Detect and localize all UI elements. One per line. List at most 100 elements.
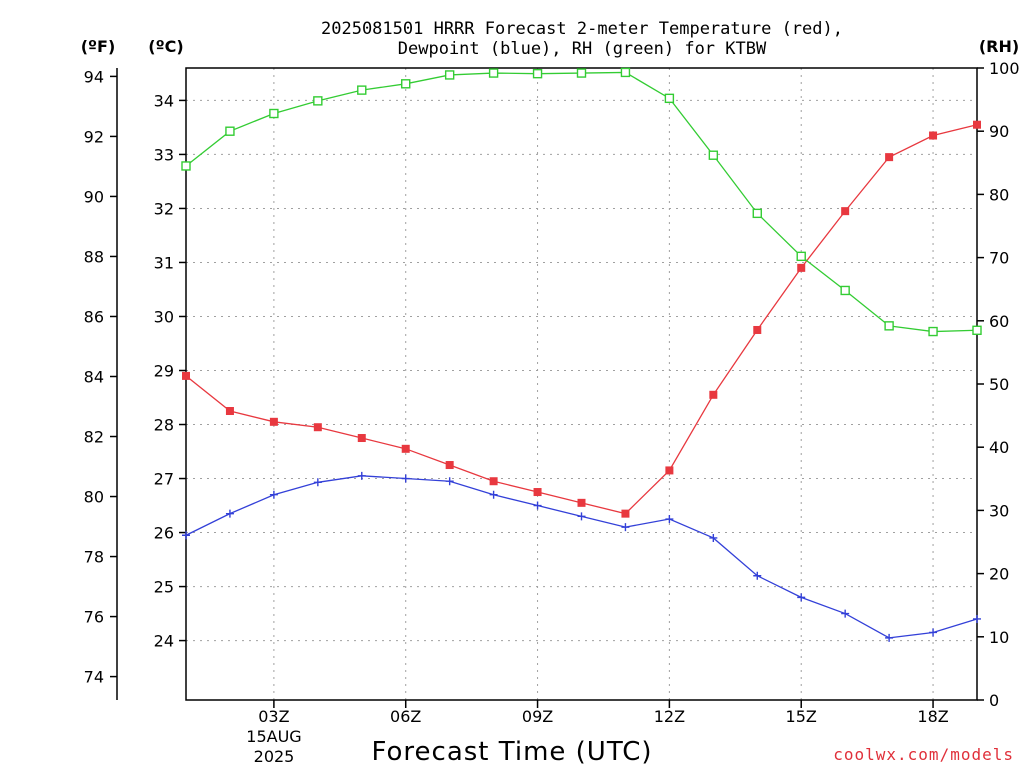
rh-point <box>488 68 499 78</box>
date-label-year: 2025 <box>254 747 295 766</box>
chart-title-line1: 2025081501 HRRR Forecast 2-meter Tempera… <box>321 19 843 39</box>
rh-tick-label: 70 <box>989 249 1009 268</box>
celsius-tick-label: 29 <box>154 361 174 380</box>
dewpoint-point <box>621 523 630 532</box>
temperature-point <box>401 444 410 453</box>
dewpoint-point <box>225 509 234 518</box>
dewpoint-point <box>357 471 366 480</box>
date-label-day: 15AUG <box>246 727 301 746</box>
rh-tick-label: 20 <box>989 565 1009 584</box>
rh-point <box>313 96 323 106</box>
rh-point <box>576 68 587 78</box>
x-tick-label: 18Z <box>917 707 948 726</box>
temperature-point <box>313 423 322 432</box>
fahrenheit-tick-label: 86 <box>84 307 104 326</box>
source-credit: coolwx.com/models <box>833 745 1014 764</box>
temperature-point <box>182 371 190 380</box>
plot-frame <box>185 67 978 701</box>
temperature-point <box>929 131 938 140</box>
x-tick-label: 06Z <box>390 707 421 726</box>
dewpoint-point <box>709 533 718 542</box>
rh-tick-label: 80 <box>989 185 1009 204</box>
dewpoint-point <box>533 501 542 510</box>
temperature-point <box>797 263 806 272</box>
temperature-point <box>973 120 981 129</box>
rh-point <box>840 285 850 296</box>
rh-point <box>357 85 367 95</box>
temperature-point <box>357 434 366 443</box>
temperature-point <box>533 488 542 497</box>
x-axis-label: Forecast Time (UTC) <box>371 737 652 767</box>
rh-point <box>181 161 191 171</box>
fahrenheit-tick-label: 88 <box>84 247 104 266</box>
chart-title-line2: Dewpoint (blue), RH (green) for KTBW <box>398 39 767 59</box>
celsius-tick-label: 28 <box>154 416 174 435</box>
rh-point <box>269 108 279 119</box>
series-dewpoint <box>182 471 981 642</box>
rh-point <box>796 251 806 262</box>
dewpoint-point <box>797 593 806 602</box>
dewpoint-point <box>841 609 850 618</box>
x-tick-label: 15Z <box>786 707 817 726</box>
rh-point <box>444 70 455 80</box>
temperature-point <box>841 207 850 216</box>
series-rh <box>181 67 982 337</box>
fahrenheit-tick-label: 94 <box>84 67 104 86</box>
fahrenheit-tick-label: 84 <box>84 367 104 386</box>
rh-tick-label: 90 <box>989 122 1009 141</box>
rh-point <box>752 208 762 219</box>
temperature-point <box>621 509 630 518</box>
fahrenheit-unit-label: (ºF) <box>81 37 116 56</box>
fahrenheit-tick-label: 74 <box>84 668 104 687</box>
fahrenheit-tick-label: 90 <box>84 187 104 206</box>
rh-point <box>972 325 982 335</box>
temperature-point <box>885 153 894 162</box>
celsius-tick-label: 33 <box>154 145 174 164</box>
rh-tick-label: 40 <box>989 438 1009 457</box>
celsius-tick-label: 34 <box>154 91 174 110</box>
rh-point <box>664 93 675 104</box>
x-tick-label: 12Z <box>654 707 685 726</box>
fahrenheit-tick-label: 80 <box>84 488 104 507</box>
celsius-tick-label: 32 <box>154 199 174 218</box>
dewpoint-point <box>269 490 278 499</box>
rh-point <box>708 150 719 160</box>
temperature-point <box>489 477 498 486</box>
rh-point <box>884 321 894 331</box>
dewpoint-point <box>929 628 938 637</box>
rh-tick-label: 0 <box>989 691 999 710</box>
series-line-rh <box>185 71 978 333</box>
temperature-point <box>269 417 278 426</box>
rh-point <box>532 68 543 79</box>
dewpoint-point <box>445 477 454 486</box>
dewpoint-point <box>577 512 586 521</box>
dewpoint-point <box>973 614 981 623</box>
temperature-point <box>445 461 454 470</box>
rh-point <box>620 67 631 78</box>
fahrenheit-tick-label: 92 <box>84 127 104 146</box>
temperature-point <box>665 466 674 475</box>
celsius-tick-label: 24 <box>154 632 174 651</box>
rh-point <box>928 326 938 337</box>
fahrenheit-tick-label: 82 <box>84 428 104 447</box>
series-line-temperature <box>185 124 978 515</box>
celsius-tick-label: 26 <box>154 524 174 543</box>
rh-tick-label: 30 <box>989 501 1009 520</box>
celsius-tick-label: 25 <box>154 578 174 597</box>
rh-point <box>401 79 411 89</box>
series-temperature <box>182 120 981 518</box>
celsius-unit-label: (ºC) <box>148 37 183 56</box>
rh-tick-label: 100 <box>989 59 1020 78</box>
x-tick-label: 03Z <box>258 707 289 726</box>
dewpoint-point <box>313 478 322 487</box>
dewpoint-point <box>401 474 410 483</box>
celsius-tick-label: 31 <box>154 253 174 272</box>
rh-tick-label: 10 <box>989 628 1009 647</box>
dewpoint-point <box>665 515 674 524</box>
dewpoint-point <box>182 531 190 540</box>
rh-tick-label: 60 <box>989 312 1009 331</box>
rh-point <box>225 126 235 136</box>
rh-unit-label: (RH) <box>979 37 1019 56</box>
fahrenheit-tick-label: 76 <box>84 608 104 627</box>
